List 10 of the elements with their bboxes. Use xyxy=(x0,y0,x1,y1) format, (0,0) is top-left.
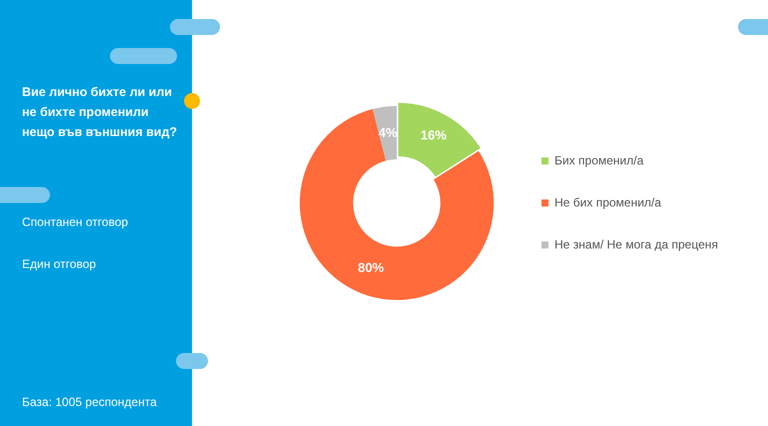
text: Вие лично бихте ли или не бихте променили нещо във външния вид? xyxy=(22,84,178,141)
data-label: 4% xyxy=(378,124,398,140)
text: Един отговор xyxy=(22,257,96,271)
legend-label: Не знам/ Не мога да преценя xyxy=(554,237,718,252)
text: Спонтанен отговор xyxy=(22,215,128,229)
legend-label: Бих променил/а xyxy=(554,153,644,168)
legend-label: Не бих променил/а xyxy=(554,195,662,210)
text: База: 1005 респондента xyxy=(22,395,157,409)
data-label: 80% xyxy=(358,260,384,275)
data-label: 16% xyxy=(420,128,447,143)
